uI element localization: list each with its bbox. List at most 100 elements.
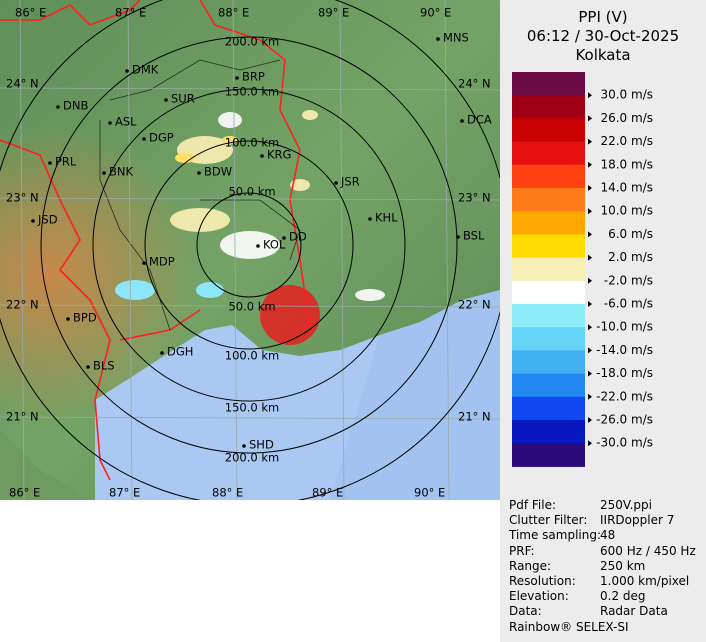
legend-swatch [512,188,585,212]
station-label: PRL [55,155,77,169]
legend-label: -14.0 m/s [596,343,653,357]
title: PPI (V) [578,8,628,26]
station-dot [197,171,201,175]
legend-tick [588,277,592,284]
legend-tick [588,324,592,331]
info-key: Elevation: [509,589,569,604]
station-label: BRP [242,70,265,84]
station-dot [164,98,168,102]
station-dot [160,351,164,355]
station-label: KHL [375,211,398,225]
lat-label: 24° N [458,77,491,91]
legend-tick [588,347,592,354]
legend-label: 6.0 m/s [608,227,653,241]
legend-tick [588,185,592,191]
info-row: Range: 250 km [509,558,645,573]
lat-label: 21° N [6,410,39,424]
station-label: JSR [340,175,360,189]
range-label: 100.0 km [225,349,279,363]
station-dot [142,261,146,265]
legend-swatch [512,327,585,351]
legend-tick [588,161,592,168]
info-row: Pdf File: 250V.ppi [509,498,652,512]
range-ring [144,140,354,350]
station-dot [282,236,286,240]
legend-tick [588,92,592,99]
station-label: BSL [463,229,485,243]
radar-map: 86° E 86° E 87° E 87° E 88° E 88° E 89° E 89° E… [0,0,500,500]
legend-swatch [512,396,585,421]
station-dot [102,171,106,175]
station-dot [48,161,52,165]
station-label: BLS [93,359,115,373]
info-key: Range: [509,558,552,573]
station-dot [436,37,440,41]
legend-label: 14.0 m/s [600,181,653,195]
lat-label: 23° N [458,191,491,205]
lon-label: 90° E [420,6,451,20]
lon-label: 87° E [115,6,146,20]
station-label: DCA [467,113,492,127]
legend-swatch [512,304,585,328]
legend-tick [588,254,592,261]
lon-label: 86° E [9,486,40,500]
info-value: 250 km [600,558,646,573]
station-label: BNK [109,165,133,179]
legend-tick [588,440,592,447]
range-ring [196,192,302,298]
station-label: KOL [263,238,286,252]
range-ring [92,88,406,402]
legend-swatch [512,420,585,444]
station-label: ASL [115,115,137,129]
range-label: 200.0 km [225,35,279,49]
station-dot [235,76,239,80]
latitude-line [0,304,500,308]
station-dot [31,219,35,223]
longitude-line [444,0,450,500]
legend-tick [588,115,592,122]
legend-tick [588,301,592,307]
range-label: 50.0 km [228,300,275,314]
legend-swatch [512,234,585,259]
info-value: 250V.ppi [600,498,652,512]
station-dot [368,217,372,221]
range-label: 200.0 km [225,451,279,465]
legend-swatch [512,95,585,119]
legend-swatch [512,72,585,96]
station-label: BPD [73,311,97,325]
legend-swatch [512,280,585,305]
legend-label: -10.0 m/s [596,320,653,334]
legend-tick [588,370,592,377]
station-label: BDW [204,165,232,179]
lat-label: 22° N [6,298,39,312]
info-row: Data: Radar Data [509,604,668,618]
station-dot [108,121,112,125]
legend-label: -22.0 m/s [596,389,653,403]
info-row: Elevation: 0.2 deg [509,589,646,604]
legend-swatch [512,118,585,143]
station-dot [334,181,338,185]
range-label: 50.0 km [228,185,275,199]
station-label: SHD [249,438,274,452]
range-label: 150.0 km [225,85,279,99]
station-dot [142,137,146,141]
station-dot [86,365,90,369]
legend-label: 18.0 m/s [600,157,653,171]
info-value: 600 Hz / 450 Hz [600,543,696,558]
longitude-line [19,0,25,500]
station-label: MDP [149,255,175,269]
title-site: Kolkata [575,46,631,64]
legend-tick [588,417,592,423]
legend-label: 10.0 m/s [600,204,653,218]
legend-tick [588,393,592,400]
legend-swatch [512,350,585,375]
legend-tick [588,208,592,215]
station-label: KRG [267,148,291,162]
station-dot [456,235,460,239]
lon-label: 88° E [212,486,243,500]
legend-swatch [512,211,585,235]
station-label: JSD [37,213,58,227]
station-label: DD [289,230,307,244]
info-row: Clutter Filter: IIRDoppler 7 [509,513,674,527]
lon-label: 90° E [414,486,445,500]
